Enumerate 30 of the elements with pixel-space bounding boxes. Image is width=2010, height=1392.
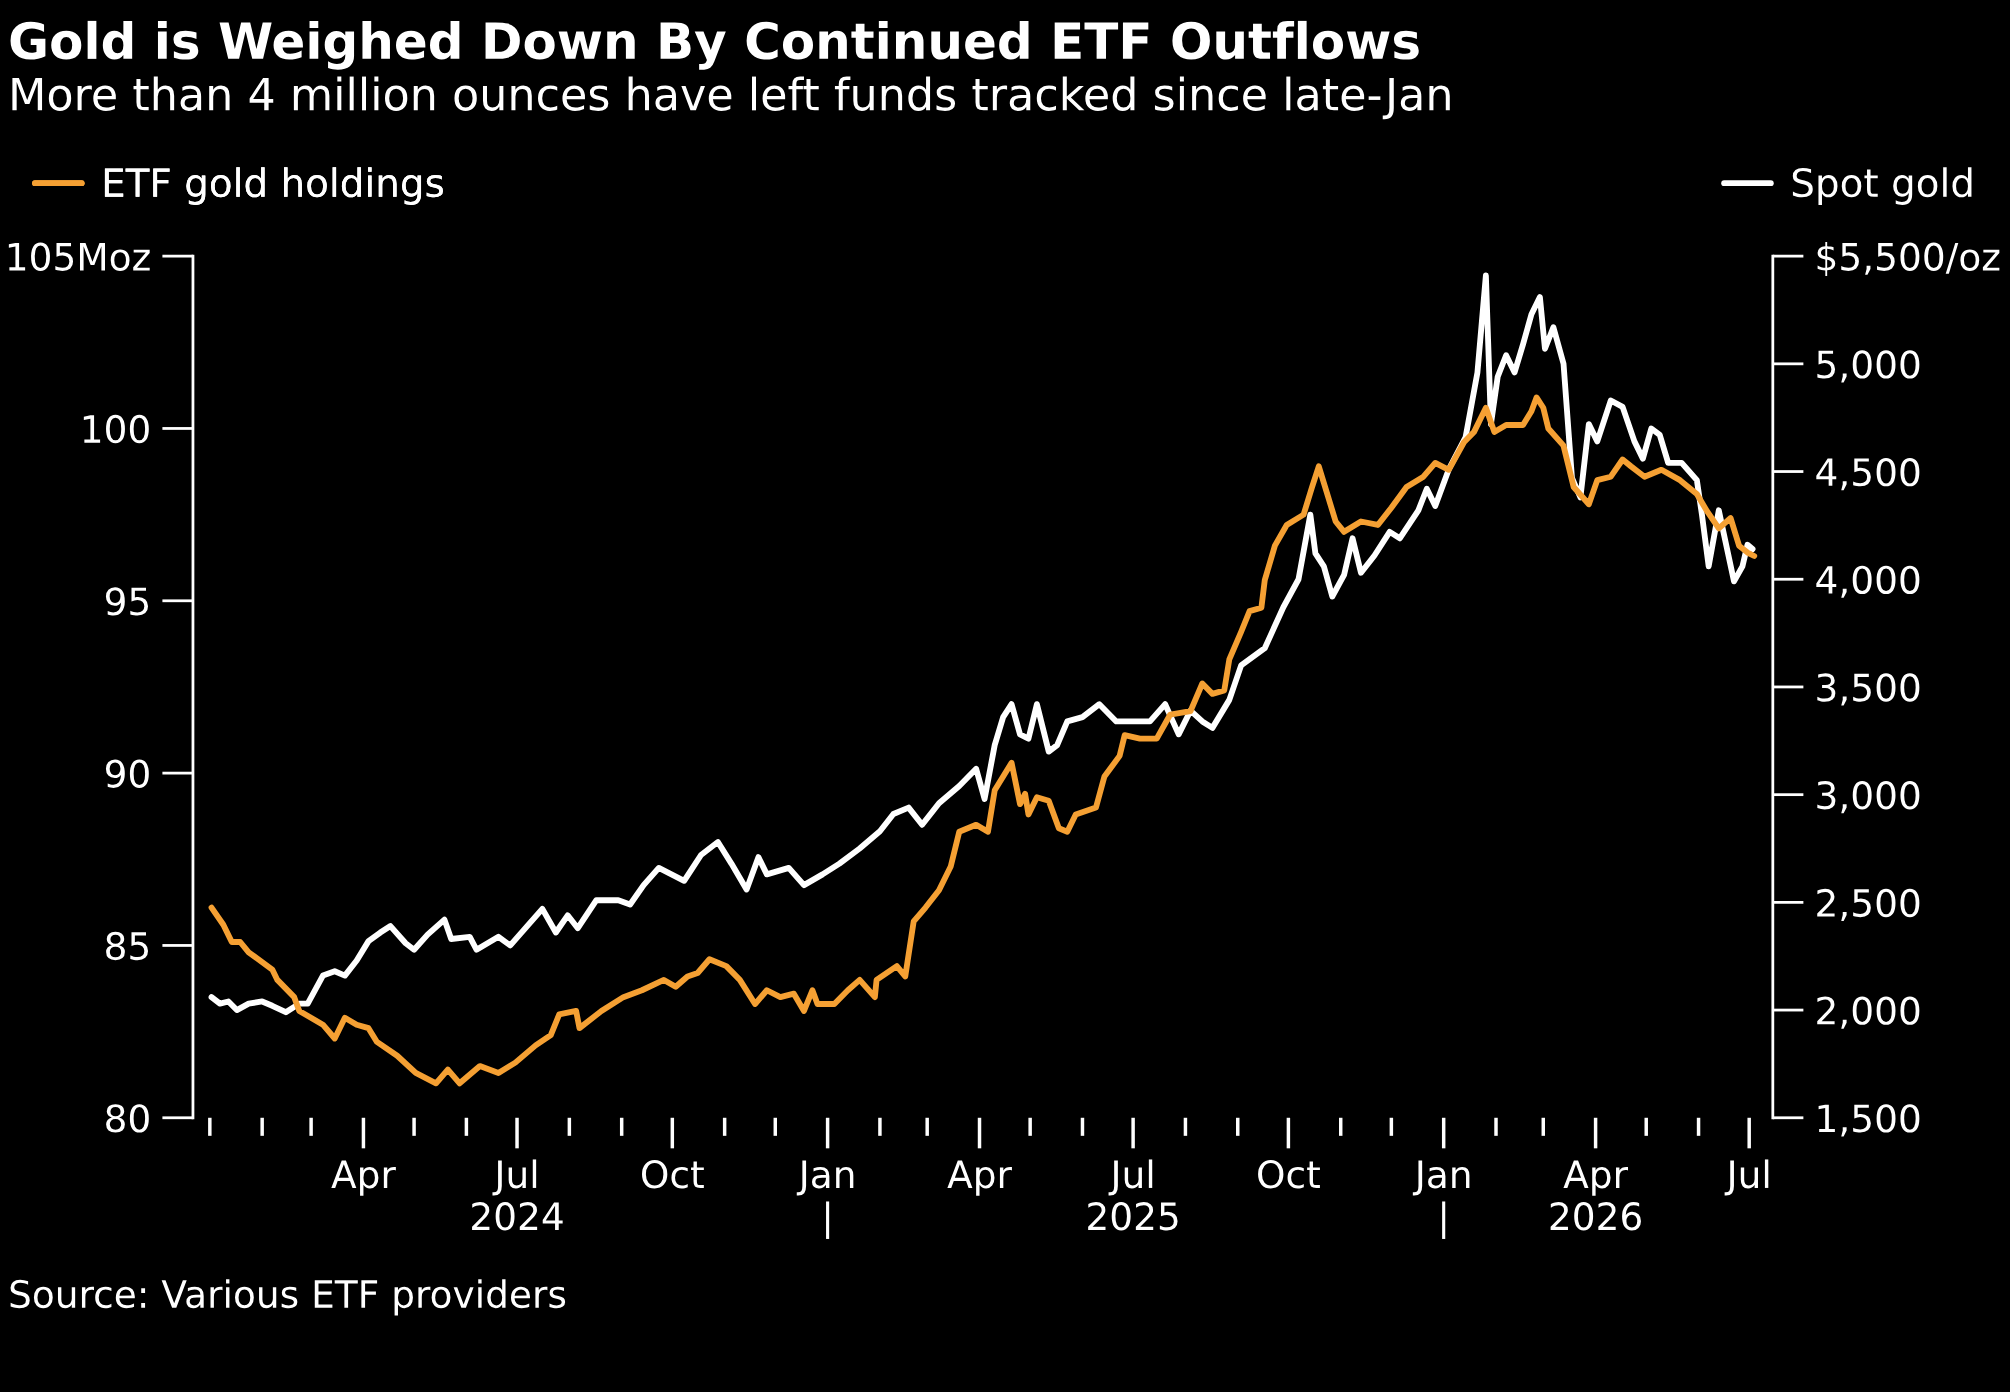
y2-tick-label: 2,500 (1817, 888, 1920, 921)
y-tick-label: 100 (83, 414, 149, 444)
y2-tick-label: 1,500 (1818, 1104, 1920, 1137)
y2-tick-label: 4,000 (1816, 565, 1920, 598)
y2-tick-label: 3,000 (1817, 781, 1920, 814)
x-tick-label: Oct (642, 1160, 704, 1189)
x-tick-label: Jan | (1412, 1160, 1470, 1239)
y-tick-label: 95 (105, 587, 149, 616)
chart-subtitle: More than 4 million ounces have left funds tracked since late-Jan (12, 76, 1450, 120)
y-tick-label: 90 (105, 759, 149, 788)
x-tick-label: Jan | (796, 1160, 854, 1239)
x-tick-label: Apr (331, 1160, 396, 1196)
legend-label: Spot gold (1792, 167, 1972, 205)
y-tick-label: 105Moz (8, 242, 150, 271)
y2-tick-label: 4,500 (1816, 457, 1920, 491)
y-tick-label: 85 (106, 931, 149, 961)
chart-title: Gold is Weighed Down By Continued ETF Outflows (10, 20, 1419, 70)
y2-tick-label: 2,000 (1817, 996, 1920, 1029)
y2-tick-label: 3,500 (1817, 673, 1920, 706)
y2-tick-label: 5,000 (1817, 350, 1920, 383)
y-tick-label: 80 (106, 1104, 149, 1133)
x-tick-label: Apr (947, 1160, 1012, 1196)
x-tick-label: Jul 2024 (472, 1159, 563, 1231)
x-tick-label: Jul (1724, 1159, 1769, 1196)
legend-label: ETF gold holdings (104, 167, 443, 205)
x-tick-label: Oct (1258, 1160, 1320, 1189)
y2-tick-label: $5,500/oz (1817, 241, 2000, 276)
source-note: Source: Various ETF providers (10, 1279, 566, 1316)
x-tick-label: Jul 2025 (1088, 1159, 1178, 1231)
x-tick-label: Apr 2026 (1550, 1160, 1641, 1231)
